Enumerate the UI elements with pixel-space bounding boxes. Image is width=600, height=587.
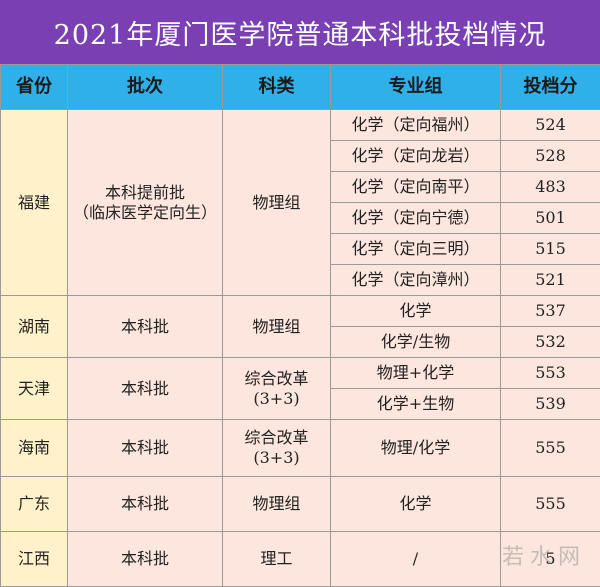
province-cell: 福建: [1, 110, 68, 296]
province-cell: 海南: [1, 420, 68, 477]
score-cell: 532: [501, 327, 600, 358]
watermark: 若水网: [502, 539, 586, 571]
score-cell: 528: [501, 141, 600, 172]
category-cell: 理工: [223, 532, 331, 587]
major-group-cell: 物理+化学: [331, 358, 501, 389]
score-cell: 553: [501, 358, 600, 389]
category-cell: 综合改革 (3+3): [223, 420, 331, 477]
category-line: 综合改革: [223, 428, 330, 448]
batch-cell: 本科提前批 （临床医学定向生）: [68, 110, 223, 296]
batch-line: （临床医学定向生）: [68, 203, 222, 223]
batch-cell: 本科批: [68, 296, 223, 358]
major-group-cell: 化学（定向福州）: [331, 110, 501, 141]
category-line: (3+3): [223, 448, 330, 468]
table-row: 天津 本科批 综合改革 (3+3) 物理+化学 553: [1, 358, 600, 389]
score-cell: 539: [501, 389, 600, 420]
major-group-cell: 化学（定向三明）: [331, 234, 501, 265]
table-row: 广东 本科批 物理组 化学 555: [1, 477, 600, 532]
major-group-cell: 化学/生物: [331, 327, 501, 358]
table-row: 福建 本科提前批 （临床医学定向生） 物理组 化学（定向福州） 524: [1, 110, 600, 141]
header-row: 省份 批次 科类 专业组 投档分: [1, 65, 600, 110]
score-cell: 524: [501, 110, 600, 141]
header-category: 科类: [223, 65, 331, 110]
major-group-cell: 化学: [331, 296, 501, 327]
header-score: 投档分: [501, 65, 600, 110]
category-cell: 物理组: [223, 477, 331, 532]
province-cell: 天津: [1, 358, 68, 420]
major-group-cell: 化学: [331, 477, 501, 532]
table-row: 湖南 本科批 物理组 化学 537: [1, 296, 600, 327]
province-cell: 广东: [1, 477, 68, 532]
batch-line: 本科提前批: [68, 183, 222, 203]
score-cell: 515: [501, 234, 600, 265]
batch-cell: 本科批: [68, 477, 223, 532]
table-row: 海南 本科批 综合改革 (3+3) 物理/化学 555: [1, 420, 600, 477]
score-cell: 555: [501, 420, 600, 477]
header-batch: 批次: [68, 65, 223, 110]
batch-cell: 本科批: [68, 532, 223, 587]
score-cell: 483: [501, 172, 600, 203]
category-line: 综合改革: [223, 369, 330, 389]
category-line: (3+3): [223, 389, 330, 409]
major-group-cell: 化学（定向南平）: [331, 172, 501, 203]
province-cell: 湖南: [1, 296, 68, 358]
major-group-cell: 化学（定向漳州）: [331, 265, 501, 296]
score-cell: 501: [501, 203, 600, 234]
score-cell: 521: [501, 265, 600, 296]
score-cell: 555: [501, 477, 600, 532]
score-cell: 537: [501, 296, 600, 327]
header-major-group: 专业组: [331, 65, 501, 110]
major-group-cell: 化学（定向宁德）: [331, 203, 501, 234]
batch-cell: 本科批: [68, 358, 223, 420]
category-cell: 综合改革 (3+3): [223, 358, 331, 420]
header-province: 省份: [1, 65, 68, 110]
page-title: 2021年厦门医学院普通本科批投档情况: [0, 0, 600, 64]
province-cell: 江西: [1, 532, 68, 587]
major-group-cell: 物理/化学: [331, 420, 501, 477]
major-group-cell: 化学（定向龙岩）: [331, 141, 501, 172]
major-group-cell: 化学+生物: [331, 389, 501, 420]
category-cell: 物理组: [223, 110, 331, 296]
category-cell: 物理组: [223, 296, 331, 358]
admission-table: 省份 批次 科类 专业组 投档分 福建 本科提前批 （临床医学定向生） 物理组 …: [0, 64, 600, 587]
major-group-cell: /: [331, 532, 501, 587]
batch-cell: 本科批: [68, 420, 223, 477]
